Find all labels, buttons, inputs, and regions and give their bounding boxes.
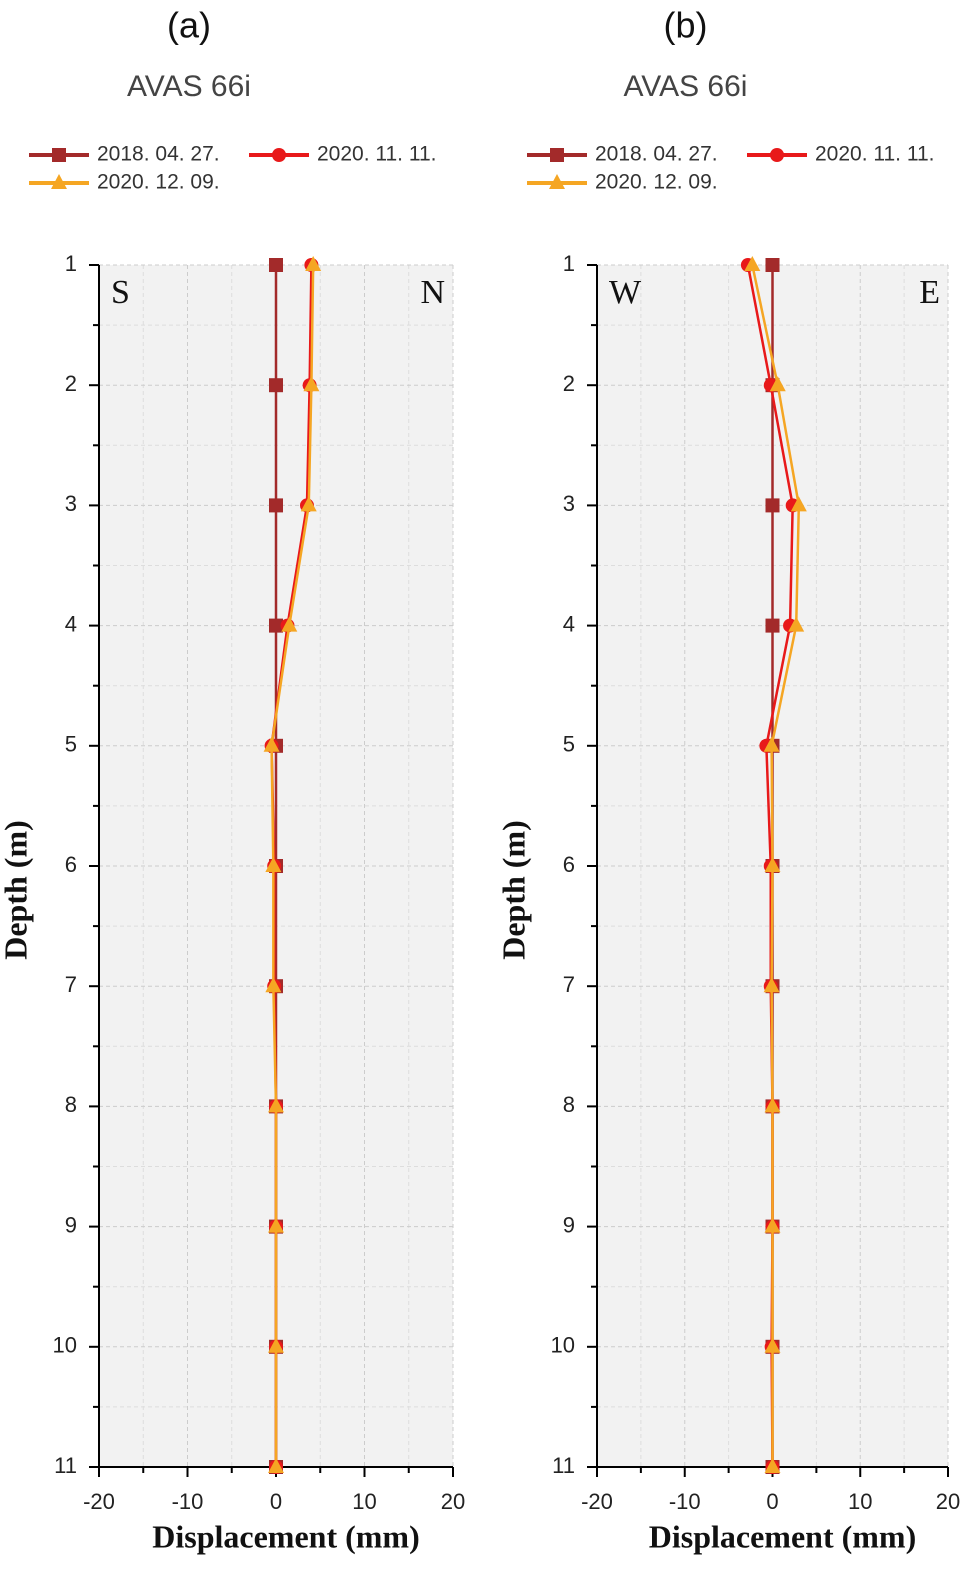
marker (268, 1337, 284, 1353)
x-tick-label: 0 (766, 1489, 778, 1514)
legend-entry: 2020. 11. 11. (747, 143, 935, 166)
marker (764, 1097, 781, 1113)
legend-label: 2018. 04. 27. (97, 143, 220, 166)
legend-entry: 2018. 04. 27. (29, 143, 220, 166)
y-tick-label: 8 (65, 1092, 77, 1117)
marker (268, 1217, 284, 1233)
y-tick-label: 5 (65, 732, 77, 757)
x-tick-label: -10 (669, 1489, 701, 1514)
marker (268, 1458, 284, 1473)
legend-label: 2020. 12. 09. (595, 171, 718, 194)
legend-label: 2018. 04. 27. (595, 143, 718, 166)
y-tick-label: 7 (563, 972, 575, 997)
panel-label: (b) (664, 5, 708, 46)
legend-marker (52, 148, 66, 162)
marker (265, 977, 282, 993)
y-tick-label: 9 (563, 1212, 575, 1237)
y-tick-label: 10 (53, 1333, 77, 1358)
y-tick-label: 11 (552, 1453, 575, 1478)
x-axis-label: Displacement (mm) (649, 1518, 916, 1554)
marker (303, 376, 320, 392)
legend-entry: 2020. 12. 09. (527, 171, 718, 194)
marker (788, 616, 805, 632)
y-tick-label: 6 (563, 852, 575, 877)
legend-marker (549, 174, 565, 189)
marker (764, 1337, 781, 1353)
x-tick-label: 20 (441, 1489, 465, 1514)
marker (765, 498, 780, 513)
y-tick-label: 10 (551, 1333, 575, 1358)
y-tick-label: 1 (65, 251, 77, 276)
y-tick-label: 4 (563, 611, 575, 636)
marker (265, 857, 282, 872)
marker (269, 618, 283, 633)
legend-marker (272, 148, 286, 162)
marker (764, 1458, 781, 1473)
x-tick-label: 0 (270, 1489, 282, 1514)
y-tick-label: 9 (65, 1212, 77, 1237)
y-tick-label: 2 (563, 371, 575, 396)
marker (269, 378, 283, 393)
marker (764, 857, 781, 872)
marker (744, 256, 761, 271)
legend-entry: 2018. 04. 27. (527, 143, 718, 166)
y-tick-label: 3 (563, 491, 575, 516)
marker (765, 618, 780, 633)
marker (763, 977, 780, 993)
x-tick-label: -10 (172, 1489, 204, 1514)
y-axis-label: Depth (m) (0, 820, 33, 960)
x-tick-label: 20 (936, 1489, 960, 1514)
y-tick-label: 11 (54, 1453, 77, 1478)
legend-label: 2020. 11. 11. (815, 143, 935, 166)
legend-label: 2020. 12. 09. (97, 171, 220, 194)
marker (765, 258, 780, 272)
y-tick-label: 4 (65, 611, 77, 636)
y-tick-label: 8 (563, 1092, 575, 1117)
marker (269, 258, 283, 272)
marker (268, 1097, 284, 1113)
marker (300, 496, 317, 512)
legend-marker (51, 174, 67, 189)
marker (790, 496, 807, 512)
marker (769, 376, 786, 392)
y-tick-label: 3 (65, 491, 77, 516)
y-axis-label: Depth (m) (495, 820, 531, 960)
marker (281, 616, 298, 632)
legend-entry: 2020. 11. 11. (249, 143, 437, 166)
marker (263, 736, 280, 752)
marker (764, 1217, 781, 1233)
marker (305, 256, 322, 271)
x-tick-label: 10 (848, 1489, 872, 1514)
legend-label: 2020. 11. 11. (317, 143, 437, 166)
panel-label: (a) (167, 5, 211, 46)
y-tick-label: 1 (563, 251, 575, 276)
legend-marker (770, 148, 784, 162)
x-tick-label: -20 (581, 1489, 613, 1514)
marker (763, 736, 780, 752)
y-tick-label: 5 (563, 732, 575, 757)
direction-label: S (111, 274, 130, 311)
legend-marker (550, 148, 564, 162)
y-tick-label: 2 (65, 371, 77, 396)
x-tick-label: -20 (83, 1489, 115, 1514)
chart-title: AVAS 66i (624, 70, 748, 103)
direction-label: N (420, 274, 445, 311)
y-tick-label: 7 (65, 972, 77, 997)
direction-label: E (919, 274, 940, 311)
legend-entry: 2020. 12. 09. (29, 171, 220, 194)
y-tick-label: 6 (65, 852, 77, 877)
marker (269, 498, 283, 513)
direction-label: W (609, 274, 642, 311)
x-tick-label: 10 (352, 1489, 376, 1514)
chart-title: AVAS 66i (127, 70, 251, 103)
x-axis-label: Displacement (mm) (152, 1518, 419, 1554)
